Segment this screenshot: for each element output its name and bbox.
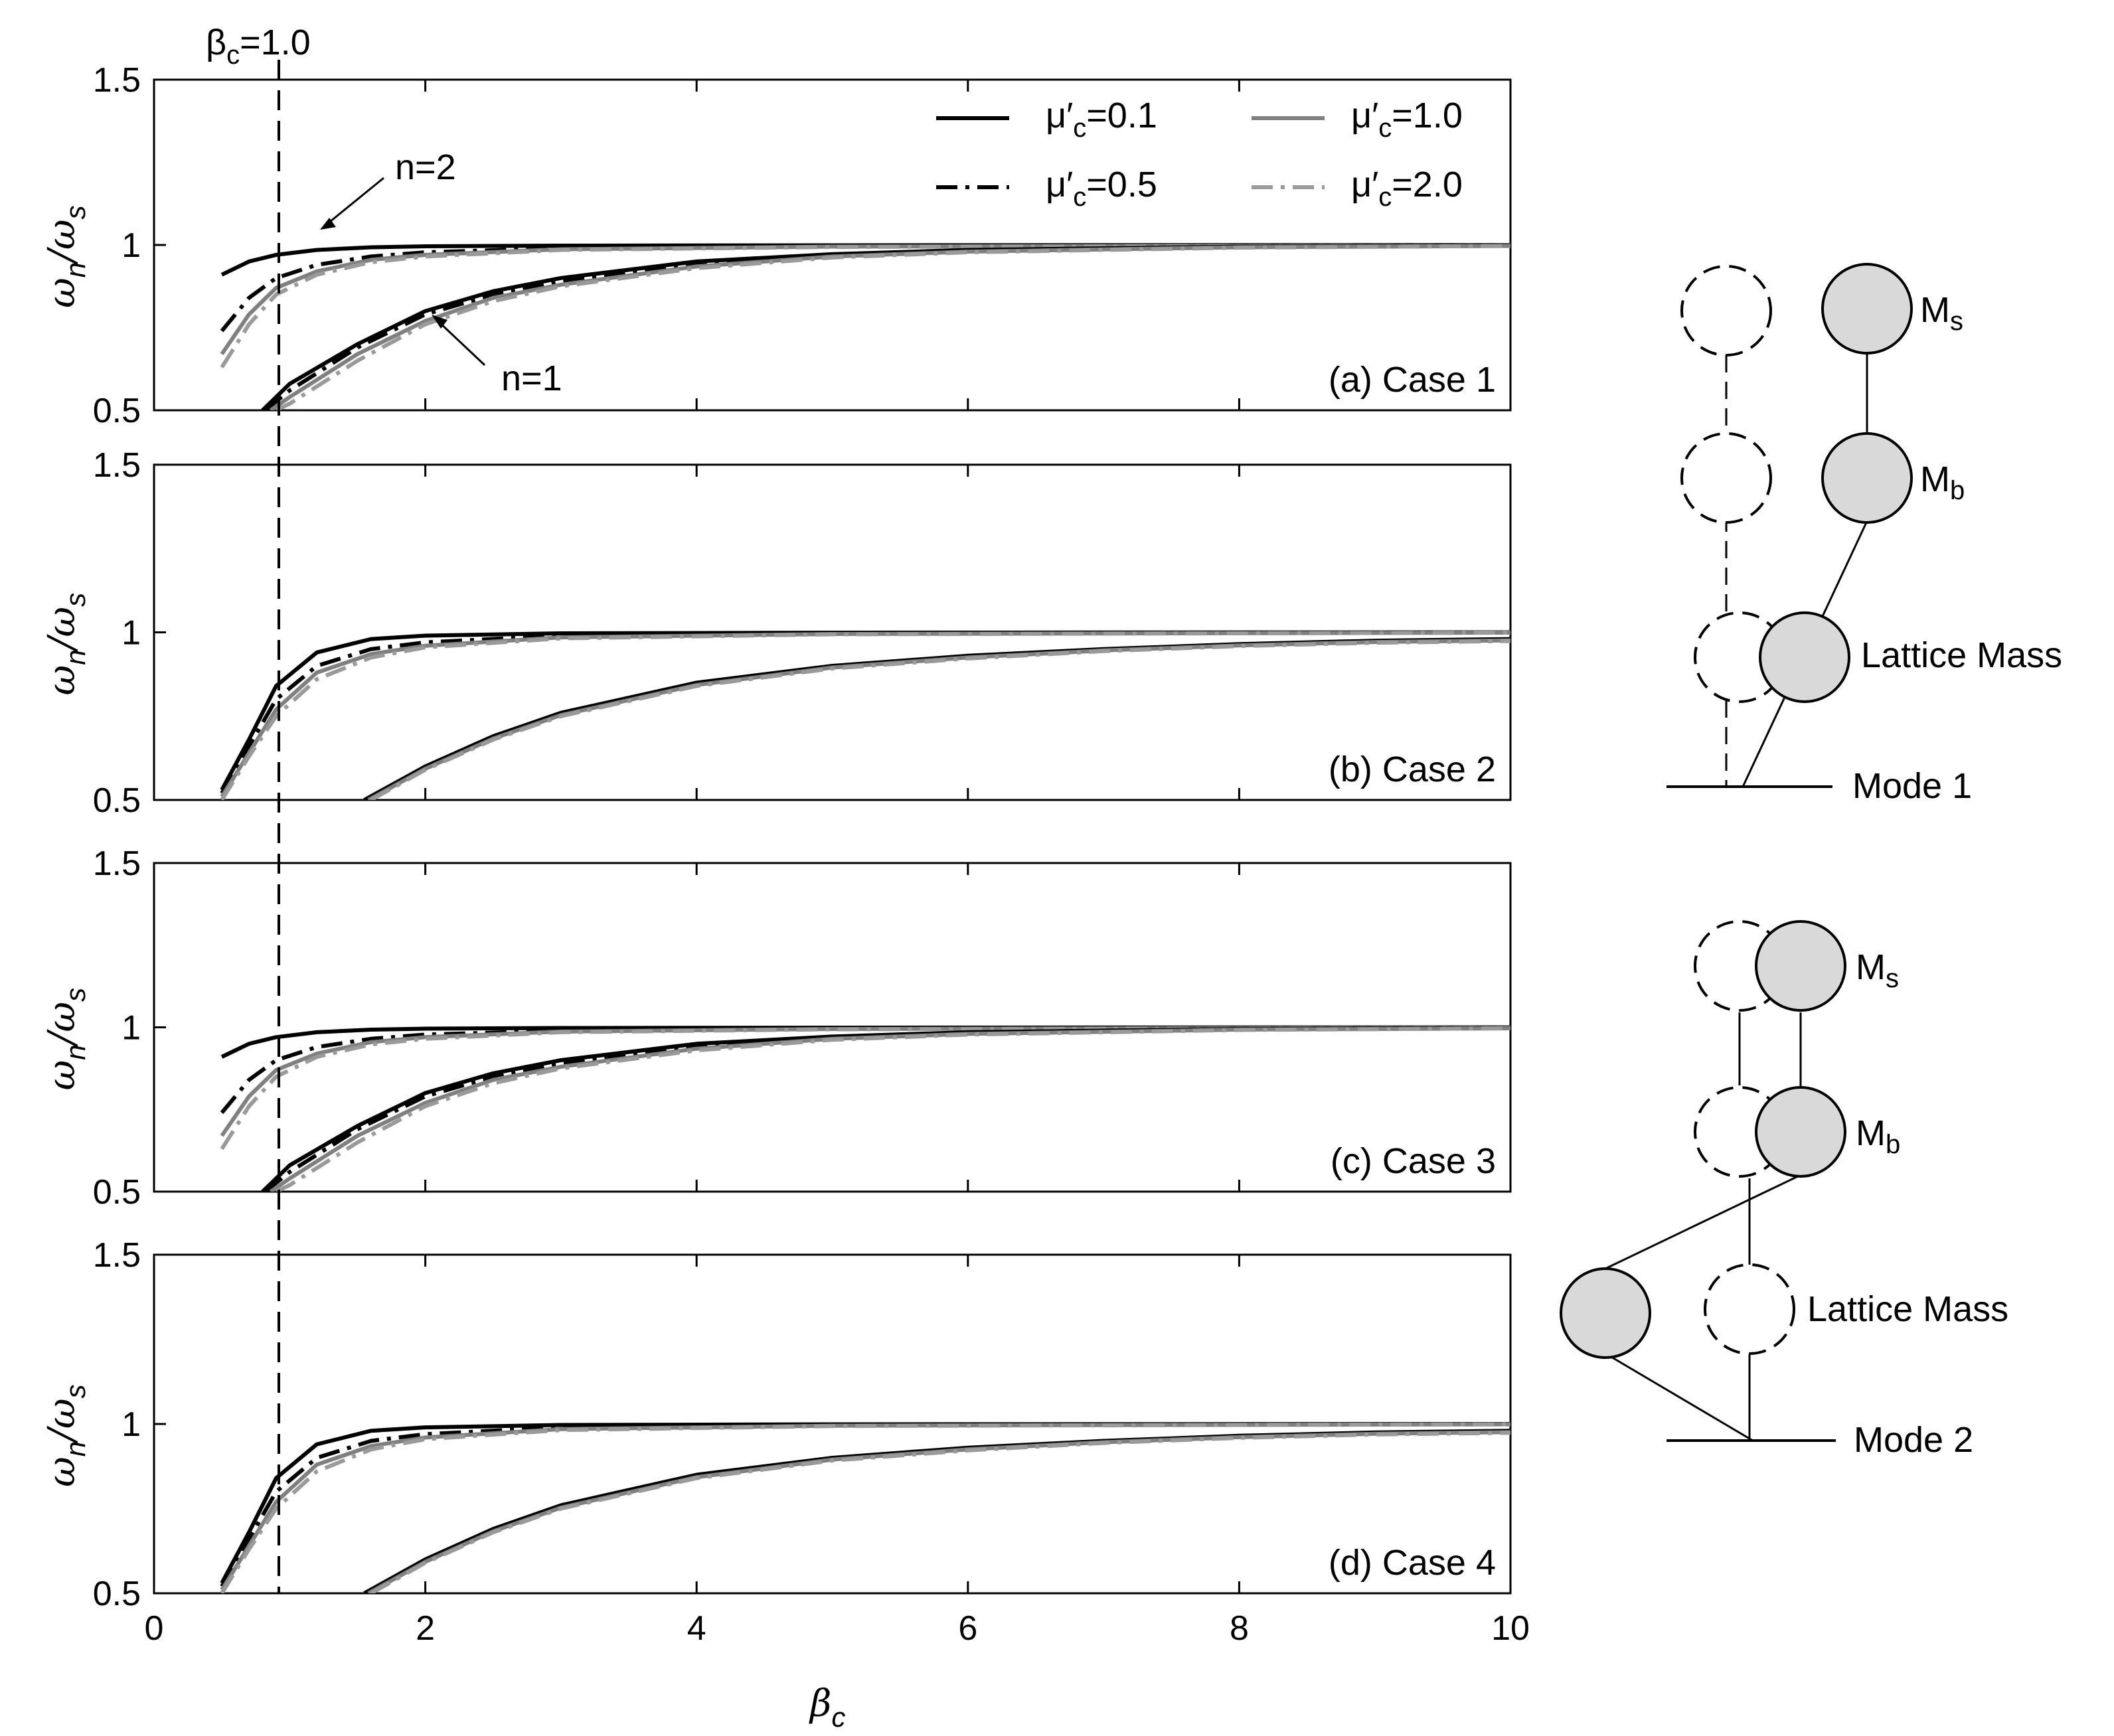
panel-c: 0.5 1 1.5 ωn/ωs (c) Case 3 [41,844,1512,1212]
annotation-n2-label: n=2 [395,147,456,187]
mode-1-lattice-label: Lattice Mass [1861,635,2062,675]
annotation-n2-arrow [326,177,384,226]
y-tick-label: 1.5 [93,1236,141,1275]
panel-series [220,243,1510,410]
panel-a: 0.5 1 1.5 ωn/ωs (a) Case 1 [41,61,1512,430]
panel-label: (d) Case 4 [1329,1543,1496,1583]
series-n2-mu-1-0 [220,243,1510,355]
series-n1-mu-2-0 [370,1431,1510,1593]
mode-2-top-mass [1755,920,1846,1012]
y-tick-label: 0.5 [93,1173,141,1212]
series-n2-mu-2-0 [220,243,1510,368]
y-tick-label: 1.5 [93,844,141,883]
mode-2-mid-mass [1755,1086,1846,1178]
mode-1-top-mass-label: Ms [1920,290,1963,336]
series-n1-mu-0-5 [264,1026,1510,1192]
panel-label: (b) Case 2 [1329,750,1496,789]
series-n2-mu-2-0 [220,631,1510,800]
series-n2-mu-0-1 [220,1422,1510,1585]
mode-1-lattice-mass [1759,611,1850,703]
series-n1-mu-2-0 [275,244,1510,410]
mode-1-mid-mass-label: Mb [1920,459,1965,505]
annotation-n1-arrowhead [432,315,447,329]
y-tick-label: 1.5 [93,446,141,485]
mode-2-top-mass-label: Ms [1856,947,1899,993]
mode-2-deformed-stem-lower [1606,1353,1753,1442]
series-n2-mu-0-1 [220,1025,1510,1059]
legend-label-mu-2-0: μ′c=2.0 [1351,165,1463,212]
x-tick-label: 8 [1230,1609,1249,1648]
panel-series [220,1422,1510,1593]
mode-1-mid-mass [1821,432,1913,524]
panel-label: (c) Case 3 [1331,1141,1496,1181]
panel-series [220,1025,1510,1192]
y-axis-label: ωn/ωs [41,988,91,1091]
y-tick-label: 1.5 [93,61,141,100]
series-n2-mu-1-0 [220,1026,1510,1137]
mode-2-label: Mode 2 [1854,1420,1973,1460]
mode-diagrams: Ms Mb Lattice Mass Mode 1 Ms Mb Lattice … [1560,263,2062,1460]
series-n2-mu-0-1 [220,630,1510,791]
reference-line-label: βc=1.0 [206,23,311,70]
mode-1-undeformed-mid-mass [1680,432,1772,524]
y-axis-label: ωn/ωs [41,1384,91,1487]
panel-label: (a) Case 1 [1329,360,1496,400]
legend-label-mu-1-0: μ′c=1.0 [1351,96,1463,143]
x-tick-label: 2 [416,1609,435,1648]
series-n2-mu-0-5 [220,1422,1510,1588]
mode-2-lattice-label: Lattice Mass [1807,1289,2008,1329]
series-n2-mu-2-0 [220,1422,1510,1593]
plot-panels: 0.5 1 1.5 ωn/ωs (a) Case 1 0.5 1 1.5 ωn/ωs (b) Ca… [41,61,1530,1648]
annotation-n1: n=1 [432,315,562,398]
y-axis-label: ωn/ωs [41,205,91,308]
mode-2-lattice-mass [1560,1267,1651,1359]
annotation-n1-label: n=1 [501,358,562,398]
panel-b: 0.5 1 1.5 ωn/ωs (b) Case 2 [41,446,1512,820]
mode-1-undeformed-top-mass [1680,265,1772,356]
mode-2-undeformed-lattice-mass [1704,1263,1795,1355]
y-tick-label: 1 [122,1009,141,1048]
mode-1-label: Mode 1 [1852,766,1972,806]
x-tick-label: 0 [145,1609,164,1648]
series-n2-mu-0-5 [220,630,1510,795]
series-n1-mu-0-1 [261,1026,1510,1192]
series-n1-mu-1-0 [269,1026,1510,1192]
series-n1-mu-0-5 [264,244,1510,410]
mode-2-mid-mass-label: Mb [1856,1113,1900,1159]
mode-1-diagram: Ms Mb Lattice Mass Mode 1 [1667,263,2062,806]
y-tick-label: 1 [122,1405,141,1444]
series-n2-mu-0-1 [220,243,1510,277]
legend: μ′c=0.1 μ′c=1.0 μ′c=0.5 μ′c=2.0 [936,96,1463,212]
x-axis-label: βc [809,1682,845,1733]
x-tick-label: 6 [958,1609,977,1648]
mode-1-top-mass [1821,263,1913,355]
series-n1-mu-0-1 [261,244,1510,410]
y-tick-label: 0.5 [93,781,141,820]
series-n2-mu-2-0 [220,1026,1510,1150]
x-tick-label: 4 [687,1609,706,1648]
annotation-n2: n=2 [320,147,456,230]
annotation-n1-arrow [437,320,486,366]
annotation-n2-arrowhead [320,218,336,230]
y-tick-label: 1 [122,614,141,653]
panel-d: 0.5 1 1.5 0 2 4 6 8 10 ωn/ωs (d) Case 4 [41,1236,1530,1648]
y-tick-label: 0.5 [93,392,141,430]
x-tick-label: 10 [1491,1609,1530,1648]
series-n1-mu-2-0 [275,1026,1510,1192]
series-n1-mu-1-0 [269,244,1510,410]
mode-2-diagram: Ms Mb Lattice Mass Mode 2 [1560,920,2008,1460]
legend-label-mu-0-5: μ′c=0.5 [1046,165,1157,212]
y-axis-label: ωn/ωs [41,593,91,696]
y-tick-label: 1 [122,226,141,265]
panel-series [220,630,1510,800]
y-tick-label: 0.5 [93,1575,141,1613]
legend-label-mu-0-1: μ′c=0.1 [1046,96,1157,143]
series-n1-mu-2-0 [370,639,1510,800]
mode-2-deformed-stem-upper [1606,1174,1801,1269]
